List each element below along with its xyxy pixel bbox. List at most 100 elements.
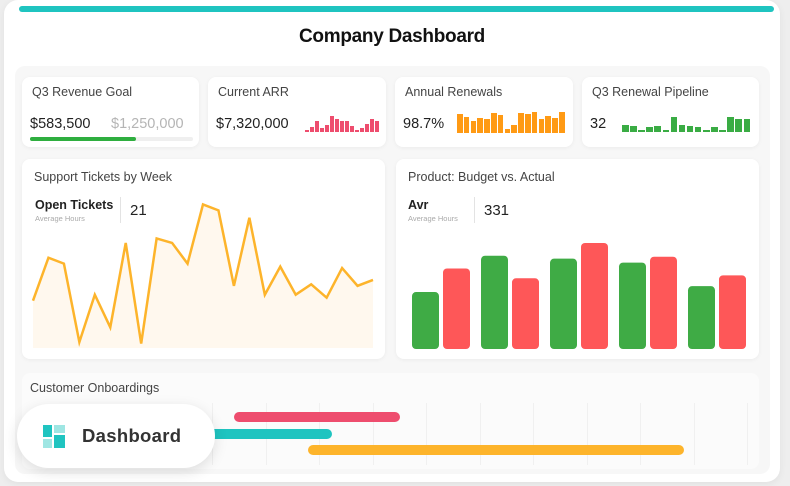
bar-actual-1 (443, 268, 470, 349)
sparkline-bar (518, 113, 524, 133)
stat-value: 21 (130, 202, 147, 219)
budget-vs-actual-bar-chart (412, 242, 746, 349)
renewals-sparkline (457, 112, 566, 133)
bar-budget-3 (550, 258, 577, 349)
sparkline-bar (525, 114, 531, 133)
sparkline-bar (360, 128, 364, 132)
sparkline-bar (305, 130, 309, 132)
stat-sublabel: Average Hours (408, 214, 458, 223)
sparkline-bar (370, 118, 374, 132)
sparkline-bar (719, 129, 726, 132)
stat-divider (120, 197, 121, 223)
sparkline-bar (497, 115, 504, 133)
card-title: Support Tickets by Week (34, 170, 173, 184)
stat-sublabel: Average Hours (35, 214, 85, 223)
gantt-gridline (426, 403, 427, 465)
gantt-bar-onboarding-3[interactable] (308, 445, 684, 455)
kpi-title: Q3 Renewal Pipeline (592, 85, 709, 99)
sparkline-bar (662, 129, 669, 132)
sparkline-bar (538, 119, 545, 133)
sparkline-bar (711, 127, 718, 132)
revenue-progress-fill (30, 137, 136, 141)
bar-budget-1 (412, 292, 439, 349)
gantt-gridline (586, 403, 588, 465)
sparkline-bar (355, 130, 359, 132)
sparkline-bar (686, 126, 694, 132)
kpi-value: 32 (590, 116, 607, 132)
kpi-card-annual-renewals[interactable]: Annual Renewals 98.7% (395, 77, 573, 147)
sparkline-bar (735, 119, 742, 132)
pipeline-sparkline (622, 117, 752, 132)
sparkline-bar (646, 127, 653, 132)
sparkline-bar (743, 119, 750, 132)
sparkline-bar (638, 129, 645, 132)
sparkline-bar (630, 126, 637, 132)
sparkline-bar (320, 128, 324, 132)
dashboard-nav-pill[interactable]: Dashboard (17, 404, 215, 468)
sparkline-bar (654, 126, 661, 132)
kpi-title: Annual Renewals (405, 85, 503, 99)
kpi-value: $7,320,000 (216, 116, 289, 132)
sparkline-bar (315, 121, 319, 132)
bar-actual-5 (719, 275, 746, 349)
kpi-title: Current ARR (218, 85, 289, 99)
sparkline-bar (531, 112, 538, 133)
sparkline-bar (484, 119, 490, 133)
sparkline-bar (335, 119, 339, 132)
top-accent-bar (19, 6, 774, 12)
bar-actual-3 (581, 242, 608, 349)
sparkline-bar (365, 124, 369, 132)
sparkline-bar (504, 128, 511, 133)
kpi-value: 98.7% (403, 116, 445, 132)
bar-budget-4 (619, 262, 646, 349)
stat-value: 331 (484, 202, 510, 219)
budget-vs-actual-card[interactable]: Product: Budget vs. Actual Avr Average H… (396, 159, 759, 359)
support-tickets-card[interactable]: Support Tickets by Week Open Tickets Ave… (22, 159, 385, 359)
gantt-gridline (372, 403, 374, 465)
card-title: Product: Budget vs. Actual (408, 170, 555, 184)
sparkline-bar (345, 120, 349, 132)
stat-divider (474, 197, 475, 223)
gantt-gridline (479, 403, 481, 465)
sparkline-bar (703, 129, 710, 132)
bar-budget-2 (481, 255, 508, 349)
kpi-card-renewal-pipeline[interactable]: Q3 Renewal Pipeline 32 (582, 77, 759, 147)
sparkline-bar (470, 121, 477, 133)
bar-budget-5 (688, 286, 715, 349)
sparkline-bar (463, 117, 470, 133)
sparkline-bar (622, 125, 629, 132)
sparkline-bar (491, 113, 497, 133)
kpi-card-current-arr[interactable]: Current ARR $7,320,000 (208, 77, 386, 147)
card-title: Customer Onboardings (30, 381, 160, 395)
gantt-bar-onboarding-2[interactable] (182, 429, 332, 439)
gantt-gridline (747, 403, 748, 465)
sparkline-bar (477, 118, 483, 133)
sparkline-bar (694, 127, 702, 132)
support-tickets-line-chart (31, 202, 374, 348)
sparkline-bar (340, 121, 344, 132)
stat-label: Avr (408, 198, 429, 212)
revenue-progress-bar (30, 137, 193, 141)
kpi-card-revenue-goal[interactable]: Q3 Revenue Goal $583,500 $1,250,000 (22, 77, 199, 147)
dashboard-grid-icon (43, 425, 66, 448)
arr-sparkline (305, 116, 380, 132)
sparkline-bar (552, 118, 558, 133)
gantt-gridline (693, 403, 695, 465)
sparkline-bar (678, 125, 686, 132)
sparkline-bar (350, 126, 354, 132)
dashboard-nav-label: Dashboard (82, 425, 182, 446)
sparkline-bar (511, 124, 517, 133)
kpi-target: $1,250,000 (111, 116, 184, 132)
sparkline-bar (457, 114, 463, 133)
gantt-gridline (640, 403, 641, 465)
sparkline-bar (325, 125, 329, 132)
sparkline-bar (330, 116, 334, 132)
bar-actual-2 (512, 278, 539, 349)
sparkline-bar (559, 112, 565, 133)
gantt-bar-onboarding-1[interactable] (234, 412, 400, 422)
sparkline-bar (727, 117, 734, 132)
kpi-title: Q3 Revenue Goal (32, 85, 133, 99)
bar-actual-4 (650, 256, 677, 349)
page-title: Company Dashboard (299, 26, 485, 47)
kpi-value: $583,500 (30, 116, 91, 132)
